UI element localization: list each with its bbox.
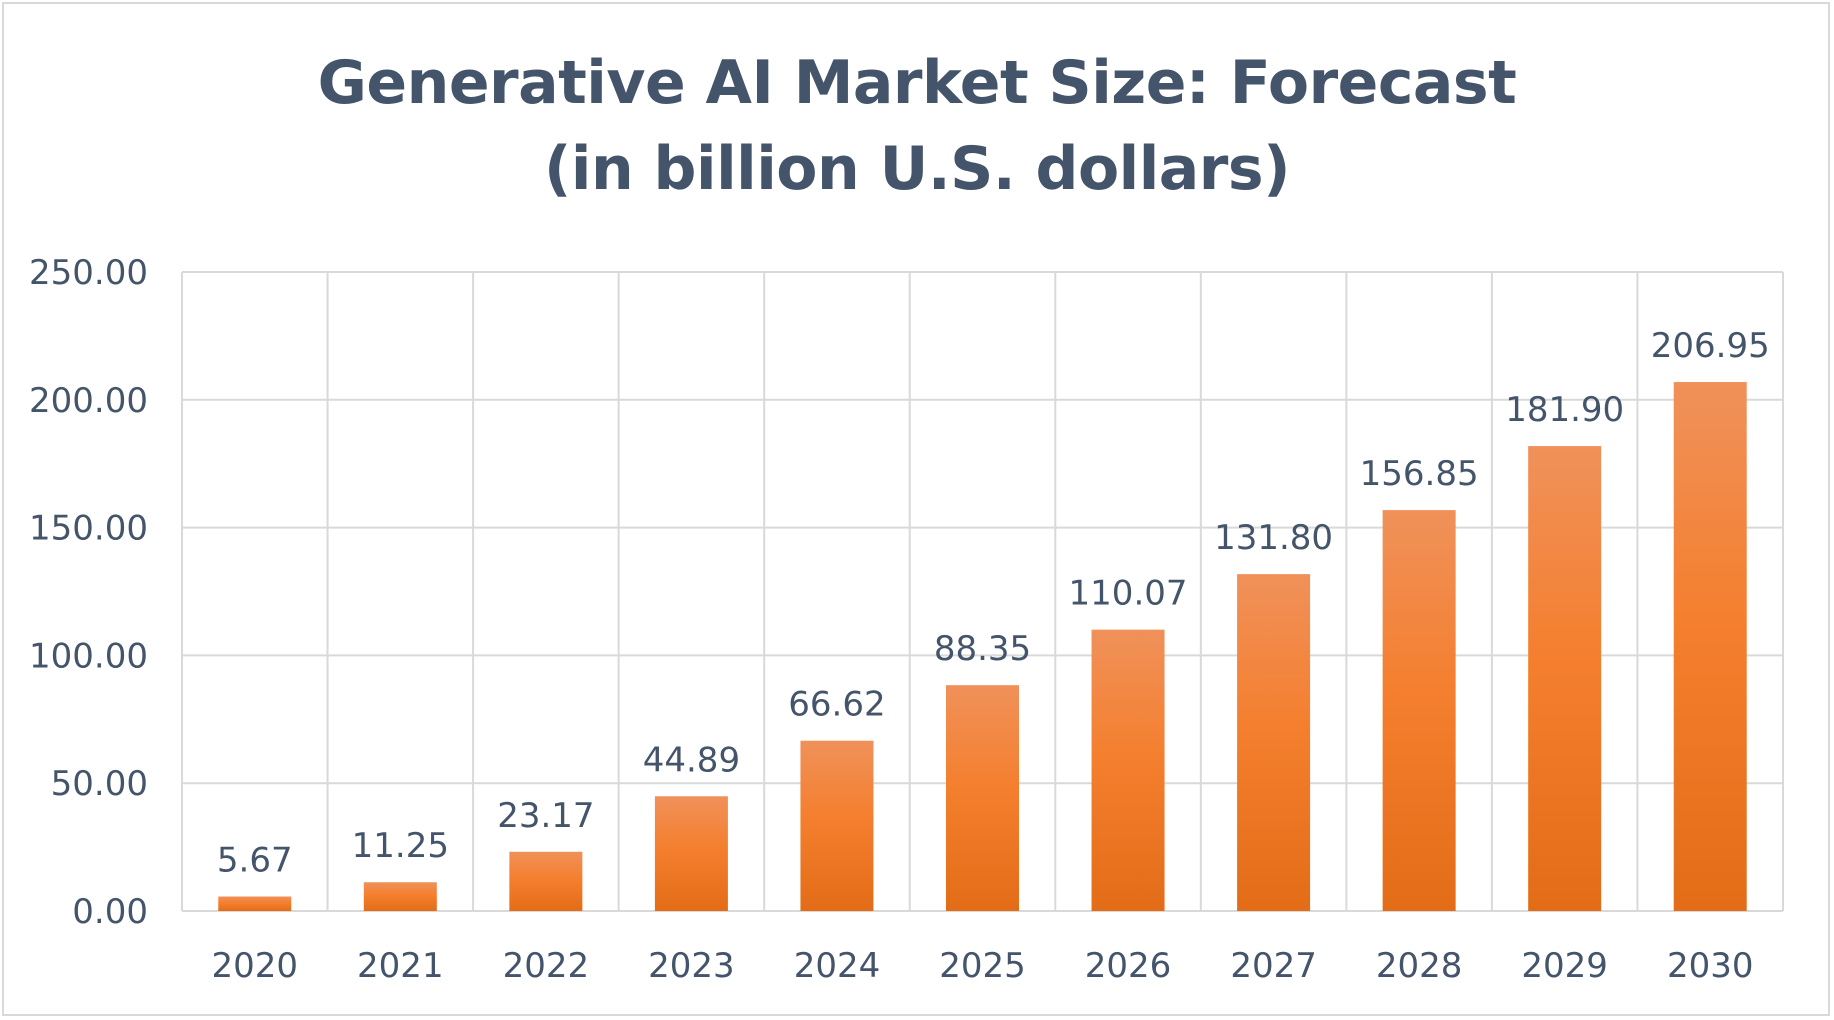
bars xyxy=(218,382,1747,912)
gridlines xyxy=(181,271,1784,912)
value-label-2026: 110.07 xyxy=(1069,574,1188,614)
y-axis-ticks: 0.00 50.00 100.00 150.00 200.00 250.00 xyxy=(29,253,148,932)
value-label-2020: 5.67 xyxy=(217,841,293,881)
x-tick-label-2024: 2024 xyxy=(794,946,881,986)
y-tick-label: 0.00 xyxy=(72,892,148,932)
x-tick-label-2026: 2026 xyxy=(1085,946,1172,986)
value-label-2024: 66.62 xyxy=(788,685,885,725)
x-tick-label-2021: 2021 xyxy=(357,946,444,986)
x-axis-ticks: 2020 2021 2022 2023 2024 2025 2026 2027 2028 2029… xyxy=(212,946,1754,986)
chart-title-line-1: Generative AI Market Size: Forecast xyxy=(317,48,1517,118)
bar-2022 xyxy=(509,851,583,911)
chart-title-line-2: (in billion U.S. dollars) xyxy=(543,134,1291,204)
x-tick-label-2029: 2029 xyxy=(1521,946,1608,986)
value-label-2030: 206.95 xyxy=(1651,326,1770,366)
y-tick-label: 150.00 xyxy=(29,509,148,549)
value-label-2022: 23.17 xyxy=(497,796,594,836)
bar-2030 xyxy=(1673,382,1747,912)
data-labels: 5.67 11.25 23.17 44.89 66.62 88.35 110.07 131.8… xyxy=(217,326,1770,880)
bar-2024 xyxy=(800,740,874,911)
value-label-2021: 11.25 xyxy=(352,826,449,866)
x-tick-label-2027: 2027 xyxy=(1230,946,1317,986)
bar-2026 xyxy=(1091,629,1165,911)
bar-2028 xyxy=(1382,510,1456,911)
x-tick-label-2028: 2028 xyxy=(1376,946,1463,986)
chart-title: Generative AI Market Size: Forecast (in … xyxy=(0,40,1834,212)
value-label-2028: 156.85 xyxy=(1360,454,1479,494)
value-label-2027: 131.80 xyxy=(1214,518,1333,558)
bar-2020 xyxy=(218,896,292,911)
bar-2023 xyxy=(654,796,728,911)
x-tick-label-2022: 2022 xyxy=(503,946,590,986)
value-label-2029: 181.90 xyxy=(1505,390,1624,430)
value-label-2023: 44.89 xyxy=(643,740,740,780)
x-tick-label-2030: 2030 xyxy=(1667,946,1754,986)
x-tick-label-2025: 2025 xyxy=(939,946,1026,986)
y-tick-label: 200.00 xyxy=(29,381,148,421)
y-tick-label: 250.00 xyxy=(29,253,148,293)
bar-2021 xyxy=(363,882,437,911)
value-label-2025: 88.35 xyxy=(934,629,1031,669)
bar-2029 xyxy=(1528,446,1602,911)
y-tick-label: 50.00 xyxy=(51,764,148,804)
y-tick-label: 100.00 xyxy=(29,636,148,676)
x-tick-label-2020: 2020 xyxy=(212,946,299,986)
x-tick-label-2023: 2023 xyxy=(648,946,735,986)
bar-2027 xyxy=(1237,574,1311,911)
bar-2025 xyxy=(946,685,1019,911)
